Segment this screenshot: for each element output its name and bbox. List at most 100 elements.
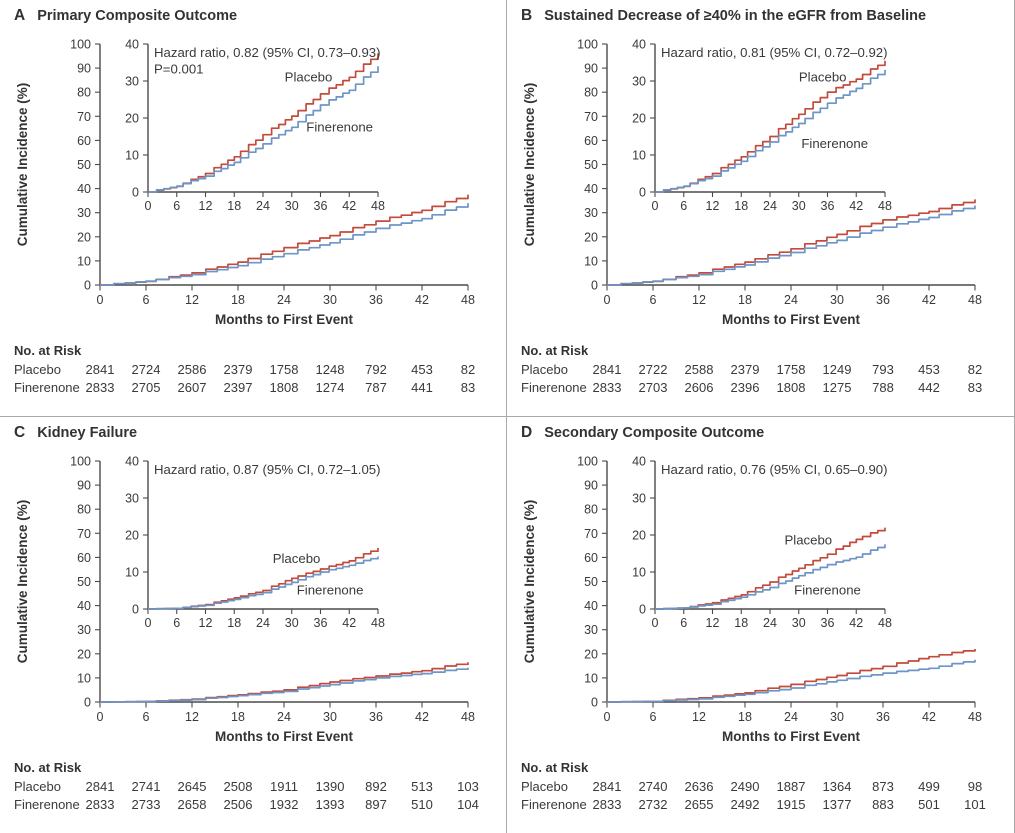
risk-value: 2586 xyxy=(178,362,207,377)
risk-value: 2841 xyxy=(86,362,115,377)
main-curve-placebo xyxy=(100,662,469,703)
risk-row-label-placebo: Placebo xyxy=(521,779,568,794)
main-x-tick-label: 48 xyxy=(968,293,982,307)
main-curve-finerenone xyxy=(100,667,469,703)
inset-y-tick-label: 40 xyxy=(125,38,139,52)
inset-x-tick-label: 6 xyxy=(173,199,180,213)
main-y-tick-label: 40 xyxy=(77,599,91,613)
risk-value: 1274 xyxy=(316,380,345,395)
hazard-ratio-text: P=0.001 xyxy=(154,62,204,77)
main-x-tick-label: 0 xyxy=(97,293,104,307)
main-y-tick-label: 20 xyxy=(77,230,91,244)
main-x-tick-label: 12 xyxy=(185,710,199,724)
inset-x-tick-label: 6 xyxy=(680,199,687,213)
main-y-tick-label: 70 xyxy=(77,110,91,124)
risk-value: 82 xyxy=(461,362,475,377)
y-axis-title: Cumulative Incidence (%) xyxy=(15,83,30,247)
main-y-tick-label: 60 xyxy=(77,551,91,565)
hazard-ratio-text: Hazard ratio, 0.81 (95% CI, 0.72–0.92) xyxy=(661,45,888,60)
panel-c-title: C Kidney Failure xyxy=(0,417,506,444)
inset-y-tick-label: 20 xyxy=(632,529,646,543)
main-y-tick-label: 50 xyxy=(584,158,598,172)
panel-d-title: D Secondary Composite Outcome xyxy=(507,417,1014,444)
main-y-tick-label: 90 xyxy=(584,62,598,76)
risk-value: 1248 xyxy=(316,362,345,377)
main-x-tick-label: 6 xyxy=(143,710,150,724)
x-axis-title: Months to First Event xyxy=(722,312,861,327)
main-y-tick-label: 100 xyxy=(577,455,598,469)
inset-x-tick-label: 36 xyxy=(821,199,835,213)
main-y-tick-label: 60 xyxy=(584,134,598,148)
main-x-tick-label: 30 xyxy=(323,293,337,307)
risk-value: 2841 xyxy=(86,779,115,794)
risk-value: 788 xyxy=(872,380,894,395)
risk-value: 2606 xyxy=(685,380,714,395)
main-x-tick-label: 42 xyxy=(415,710,429,724)
inset-x-tick-label: 36 xyxy=(314,199,328,213)
inset-curve-finerenone xyxy=(148,556,379,610)
main-y-tick-label: 0 xyxy=(84,279,91,293)
main-y-tick-label: 100 xyxy=(577,38,598,52)
risk-value: 2833 xyxy=(86,380,115,395)
main-y-tick-label: 50 xyxy=(584,575,598,589)
risk-value: 1758 xyxy=(777,362,806,377)
curve-label-placebo: Placebo xyxy=(273,551,321,566)
risk-value: 1808 xyxy=(270,380,299,395)
inset-y-tick-label: 10 xyxy=(125,566,139,580)
risk-value: 897 xyxy=(365,797,387,812)
main-y-tick-label: 30 xyxy=(584,623,598,637)
risk-value: 98 xyxy=(968,779,982,794)
inset-x-tick-label: 48 xyxy=(371,616,385,630)
main-y-tick-label: 80 xyxy=(584,86,598,100)
risk-value: 83 xyxy=(461,380,475,395)
inset-x-tick-label: 6 xyxy=(680,616,687,630)
inset-x-tick-label: 30 xyxy=(792,199,806,213)
risk-value: 2379 xyxy=(224,362,253,377)
curve-label-placebo: Placebo xyxy=(285,69,333,84)
risk-table-header: No. at Risk xyxy=(14,760,82,775)
inset-x-tick-label: 30 xyxy=(792,616,806,630)
inset-y-tick-label: 40 xyxy=(632,38,646,52)
main-y-tick-label: 80 xyxy=(584,503,598,517)
main-y-tick-label: 100 xyxy=(70,455,91,469)
risk-value: 1758 xyxy=(270,362,299,377)
risk-value: 453 xyxy=(411,362,433,377)
main-x-tick-label: 24 xyxy=(784,710,798,724)
risk-value: 2508 xyxy=(224,779,253,794)
inset-y-tick-label: 0 xyxy=(639,603,646,617)
risk-value: 2490 xyxy=(731,779,760,794)
risk-value: 1390 xyxy=(316,779,345,794)
risk-value: 1393 xyxy=(316,797,345,812)
main-curve-finerenone xyxy=(607,659,976,703)
main-y-tick-label: 10 xyxy=(77,254,91,268)
y-axis-title: Cumulative Incidence (%) xyxy=(522,83,537,247)
inset-curve-finerenone xyxy=(148,66,379,193)
panel-c-title-text: Kidney Failure xyxy=(37,425,138,441)
risk-value: 2722 xyxy=(639,362,668,377)
risk-value: 1275 xyxy=(823,380,852,395)
main-y-tick-label: 10 xyxy=(584,254,598,268)
curve-label-finerenone: Finerenone xyxy=(801,136,868,151)
panel-c: C Kidney Failure 0 10 20 30 40 50 60 70 80 90 100 0… xyxy=(0,417,507,833)
inset-x-tick-label: 18 xyxy=(734,199,748,213)
main-y-tick-label: 80 xyxy=(77,503,91,517)
main-y-tick-label: 90 xyxy=(77,62,91,76)
main-y-tick-label: 0 xyxy=(84,696,91,710)
main-y-tick-label: 40 xyxy=(584,182,598,196)
hazard-ratio-text: Hazard ratio, 0.76 (95% CI, 0.65–0.90) xyxy=(661,462,888,477)
main-x-tick-label: 48 xyxy=(461,293,475,307)
inset-x-tick-label: 18 xyxy=(227,616,241,630)
inset-y-tick-label: 30 xyxy=(125,75,139,89)
main-x-tick-label: 0 xyxy=(604,710,611,724)
main-x-tick-label: 12 xyxy=(185,293,199,307)
risk-value: 2703 xyxy=(639,380,668,395)
main-x-tick-label: 30 xyxy=(830,293,844,307)
risk-value: 103 xyxy=(457,779,479,794)
inset-x-tick-label: 0 xyxy=(652,616,659,630)
inset-y-tick-label: 10 xyxy=(125,149,139,163)
main-x-tick-label: 42 xyxy=(922,710,936,724)
inset-x-tick-label: 36 xyxy=(821,616,835,630)
